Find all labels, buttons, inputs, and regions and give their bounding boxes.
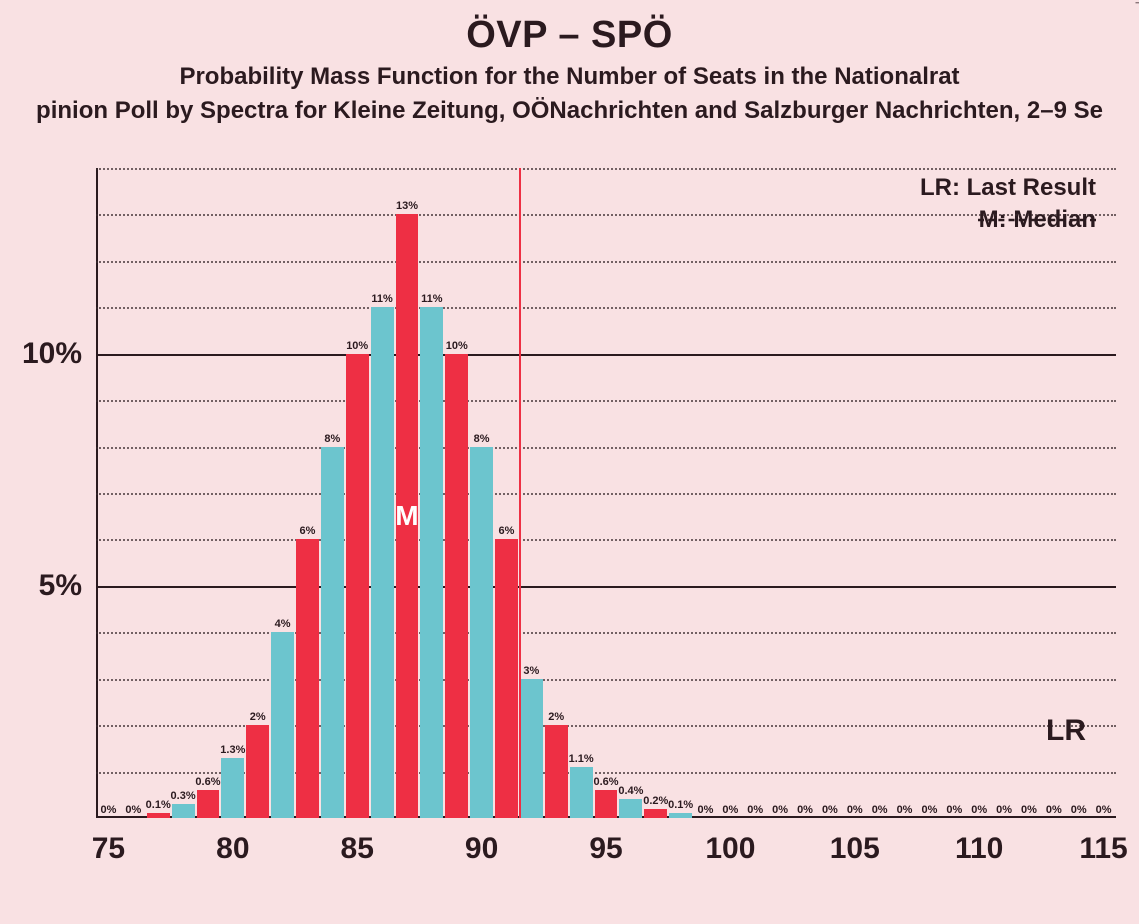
copyright-text: © 2024 Filip van Laenen <box>1133 0 1139 4</box>
chart-subtitle: Probability Mass Function for the Number… <box>0 63 1139 91</box>
bar-value-label: 4% <box>275 618 291 630</box>
gridline-major <box>96 586 1116 588</box>
bar: 3% <box>520 679 543 818</box>
bar-value-label: 0.3% <box>171 790 196 802</box>
bar: 0.1% <box>669 813 692 818</box>
bar-value-label: 3% <box>523 665 539 677</box>
bar-value-label: 6% <box>300 525 316 537</box>
bar: 4% <box>271 632 294 818</box>
gridline-minor <box>96 493 1116 495</box>
bar-value-label: 0% <box>971 804 987 816</box>
gridline-minor <box>96 168 1116 170</box>
bar-value-label: 0.6% <box>593 776 618 788</box>
bar-value-label: 0.4% <box>618 785 643 797</box>
bar: 10% <box>346 354 369 818</box>
x-tick-label: 100 <box>705 832 755 866</box>
chart-title: ÖVP – SPÖ <box>0 0 1139 57</box>
bar-value-label: 1.1% <box>569 753 594 765</box>
gridline-minor <box>96 632 1116 634</box>
bar-value-label: 1.3% <box>220 744 245 756</box>
bar-value-label: 0% <box>100 804 116 816</box>
bar: 8% <box>470 447 493 818</box>
bar-value-label: 11% <box>421 293 442 305</box>
y-tick-label: 5% <box>39 569 82 603</box>
bar-value-label: 0.1% <box>668 799 693 811</box>
bar-value-label: 0% <box>996 804 1012 816</box>
bar: 0.6% <box>595 790 618 818</box>
bar-value-label: 0% <box>872 804 888 816</box>
bar: 0.1% <box>147 813 170 818</box>
gridline-minor <box>96 447 1116 449</box>
bar: 11% <box>371 307 394 818</box>
bar: 10% <box>445 354 468 818</box>
last-result-line <box>519 168 521 818</box>
bar-value-label: 0% <box>897 804 913 816</box>
x-tick-label: 90 <box>465 832 498 866</box>
bar: 2% <box>545 725 568 818</box>
plot-area: LR: Last Result M: Median 5%10%758085909… <box>96 168 1116 818</box>
bar-value-label: 8% <box>324 433 340 445</box>
legend: LR: Last Result M: Median <box>920 174 1096 238</box>
bar-value-label: 0.1% <box>146 799 171 811</box>
x-tick-label: 110 <box>955 832 1003 866</box>
last-result-label: LR <box>1046 714 1086 748</box>
bar-value-label: 0% <box>1046 804 1062 816</box>
bar-value-label: 0% <box>698 804 714 816</box>
legend-lr: LR: Last Result <box>920 174 1096 202</box>
x-tick-label: 105 <box>830 832 880 866</box>
bar-value-label: 8% <box>474 433 490 445</box>
x-tick-label: 115 <box>1079 832 1127 866</box>
bar-value-label: 0% <box>847 804 863 816</box>
bar-value-label: 0% <box>125 804 141 816</box>
bar-value-label: 0% <box>822 804 838 816</box>
gridline-minor <box>96 214 1116 216</box>
bar-value-label: 0% <box>1096 804 1112 816</box>
bar-value-label: 0% <box>921 804 937 816</box>
bar: 6% <box>495 539 518 818</box>
bar: 8% <box>321 447 344 818</box>
x-tick-label: 75 <box>92 832 125 866</box>
gridline-minor <box>96 539 1116 541</box>
median-mark: M <box>395 500 418 532</box>
bar: 1.1% <box>570 767 593 818</box>
bar-value-label: 0% <box>747 804 763 816</box>
gridline-major <box>96 354 1116 356</box>
legend-m: M: Median <box>920 206 1096 234</box>
bar: 1.3% <box>221 758 244 818</box>
x-tick-label: 80 <box>216 832 249 866</box>
bar-value-label: 6% <box>499 525 515 537</box>
y-tick-label: 10% <box>22 337 82 371</box>
bar-value-label: 2% <box>250 711 266 723</box>
bar-value-label: 10% <box>346 340 368 352</box>
bar: 0.2% <box>644 809 667 818</box>
bar-value-label: 11% <box>371 293 392 305</box>
gridline-minor <box>96 307 1116 309</box>
bar: 0.3% <box>172 804 195 818</box>
bar-value-label: 0% <box>772 804 788 816</box>
bar: 0.4% <box>619 799 642 818</box>
bar-value-label: 0.6% <box>195 776 220 788</box>
gridline-minor <box>96 679 1116 681</box>
bar-value-label: 0% <box>1071 804 1087 816</box>
bar-value-label: 0% <box>797 804 813 816</box>
gridline-minor <box>96 400 1116 402</box>
bar-value-label: 0% <box>946 804 962 816</box>
bar-value-label: 13% <box>396 200 418 212</box>
x-tick-label: 85 <box>341 832 374 866</box>
bar-value-label: 0% <box>722 804 738 816</box>
bar: 11% <box>420 307 443 818</box>
bar-value-label: 10% <box>446 340 468 352</box>
bar: 2% <box>246 725 269 818</box>
bar: 0.6% <box>197 790 220 818</box>
bar-value-label: 2% <box>548 711 564 723</box>
bar: 6% <box>296 539 319 818</box>
bar-value-label: 0.2% <box>643 795 668 807</box>
gridline-minor <box>96 261 1116 263</box>
bar-value-label: 0% <box>1021 804 1037 816</box>
x-tick-label: 95 <box>589 832 622 866</box>
chart-subtitle-2: pinion Poll by Spectra for Kleine Zeitun… <box>0 97 1139 125</box>
